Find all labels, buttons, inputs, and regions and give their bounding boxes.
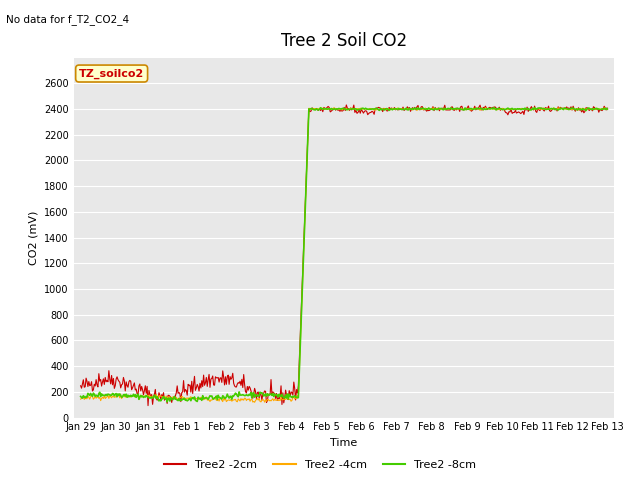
Text: No data for f_T2_CO2_4: No data for f_T2_CO2_4 (6, 14, 129, 25)
Legend: Tree2 -2cm, Tree2 -4cm, Tree2 -8cm: Tree2 -2cm, Tree2 -4cm, Tree2 -8cm (159, 456, 481, 474)
Title: Tree 2 Soil CO2: Tree 2 Soil CO2 (281, 33, 407, 50)
Text: TZ_soilco2: TZ_soilco2 (79, 68, 144, 79)
Y-axis label: CO2 (mV): CO2 (mV) (28, 210, 38, 265)
X-axis label: Time: Time (330, 438, 358, 448)
